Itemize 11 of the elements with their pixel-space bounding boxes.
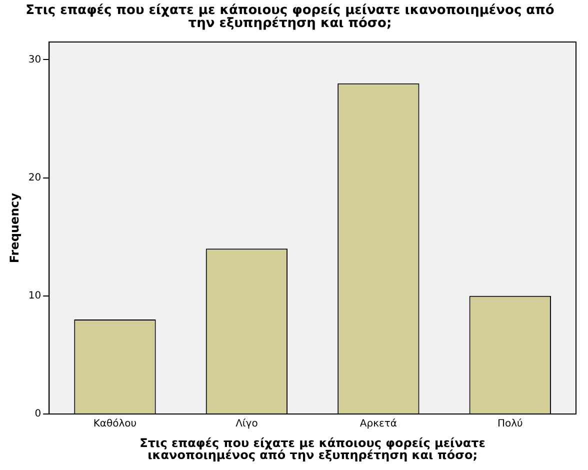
y-tick-label: 30	[28, 54, 42, 66]
y-tick-label: 0	[34, 408, 42, 420]
chart-title: Στις επαφές που είχατε με κάποιους φορείς μείνατε ικανοποιημένος από την εξυπηρέτηση και πόσο;	[26, 2, 554, 31]
x-tick-label: Αρκετά	[360, 418, 398, 430]
y-tick-label: 10	[28, 290, 42, 302]
x-tick-label: Καθόλου	[93, 418, 137, 430]
y-tick-label: 20	[28, 172, 42, 184]
x-tick-label: Λίγο	[236, 418, 258, 430]
x-axis-title: Στις επαφές που είχατε με κάποιους φορείς μείνατε ικανοποιημένος από την εξυπηρέτηση και πόσο;	[140, 436, 486, 462]
x-tick-label: Πολύ	[497, 418, 524, 430]
y-axis-title: Frequency	[7, 192, 22, 264]
